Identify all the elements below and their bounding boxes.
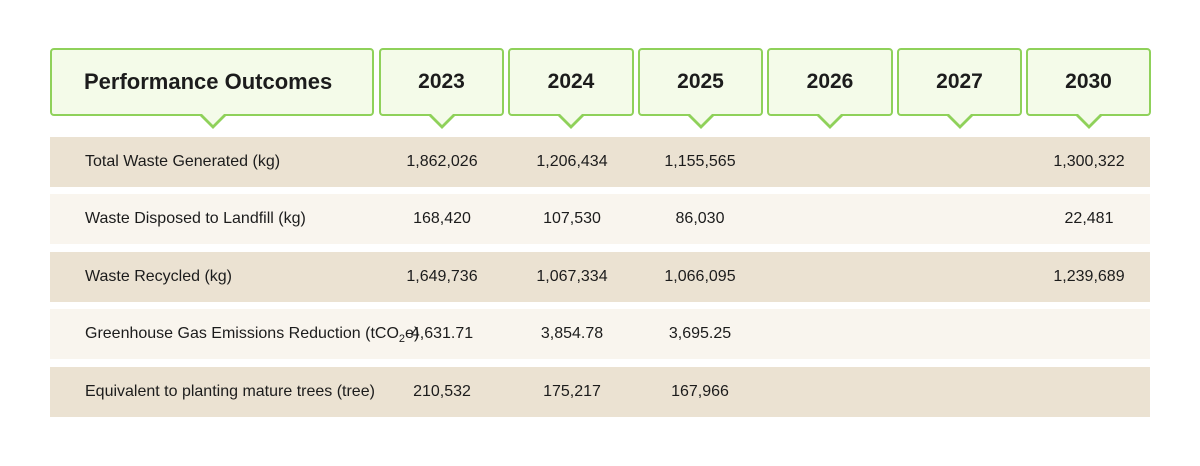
value-2030 [1025,309,1153,359]
table-row: Greenhouse Gas Emissions Reduction (tCO2… [50,309,1150,359]
header-year-2025: 2025 [638,48,763,116]
header-year-2023: 2023 [379,48,504,116]
row-label: Greenhouse Gas Emissions Reduction (tCO2… [85,325,420,346]
value-2023: 168,420 [413,210,471,227]
value-2027 [895,367,1023,417]
value-2023: 1,649,736 [406,268,478,285]
value-2025: 86,030 [675,210,725,227]
value-2024: 3,854.78 [540,325,604,342]
value-2024: 1,206,434 [536,153,608,170]
value-2027 [895,252,1023,302]
value-2026 [766,252,894,302]
value-2023: 4,631.71 [410,325,474,342]
row-label: Total Waste Generated (kg) [85,153,281,170]
value-2026 [766,309,894,359]
value-2030: 1,300,322 [1053,153,1125,170]
value-2027 [895,194,1023,244]
header-year-2026: 2026 [767,48,893,116]
value-2024: 175,217 [543,383,601,400]
value-2025: 1,066,095 [664,268,736,285]
value-2023: 210,532 [413,383,471,400]
table-row: Total Waste Generated (kg) 1,862,026 1,2… [50,137,1150,187]
value-2030 [1025,367,1153,417]
table-row: Equivalent to planting mature trees (tre… [50,367,1150,417]
table-row: Waste Recycled (kg) 1,649,736 1,067,334 … [50,252,1150,302]
value-2030: 22,481 [1064,210,1114,227]
value-2026 [766,367,894,417]
table-row: Waste Disposed to Landfill (kg) 168,420 … [50,194,1150,244]
value-2024: 1,067,334 [536,268,608,285]
value-2024: 107,530 [543,210,601,227]
value-2025: 167,966 [671,383,729,400]
row-label: Waste Disposed to Landfill (kg) [85,210,306,227]
value-2025: 3,695.25 [668,325,732,342]
value-2026 [766,137,894,187]
row-label: Waste Recycled (kg) [85,268,232,285]
value-2030: 1,239,689 [1053,268,1125,285]
value-2026 [766,194,894,244]
header-year-2024: 2024 [508,48,634,116]
header-year-2027: 2027 [897,48,1022,116]
value-2027 [895,309,1023,359]
header-year-2030: 2030 [1026,48,1151,116]
header-title: Performance Outcomes [50,48,374,116]
value-2025: 1,155,565 [664,153,736,170]
value-2023: 1,862,026 [406,153,478,170]
row-label: Equivalent to planting mature trees (tre… [85,383,375,400]
value-2027 [895,137,1023,187]
